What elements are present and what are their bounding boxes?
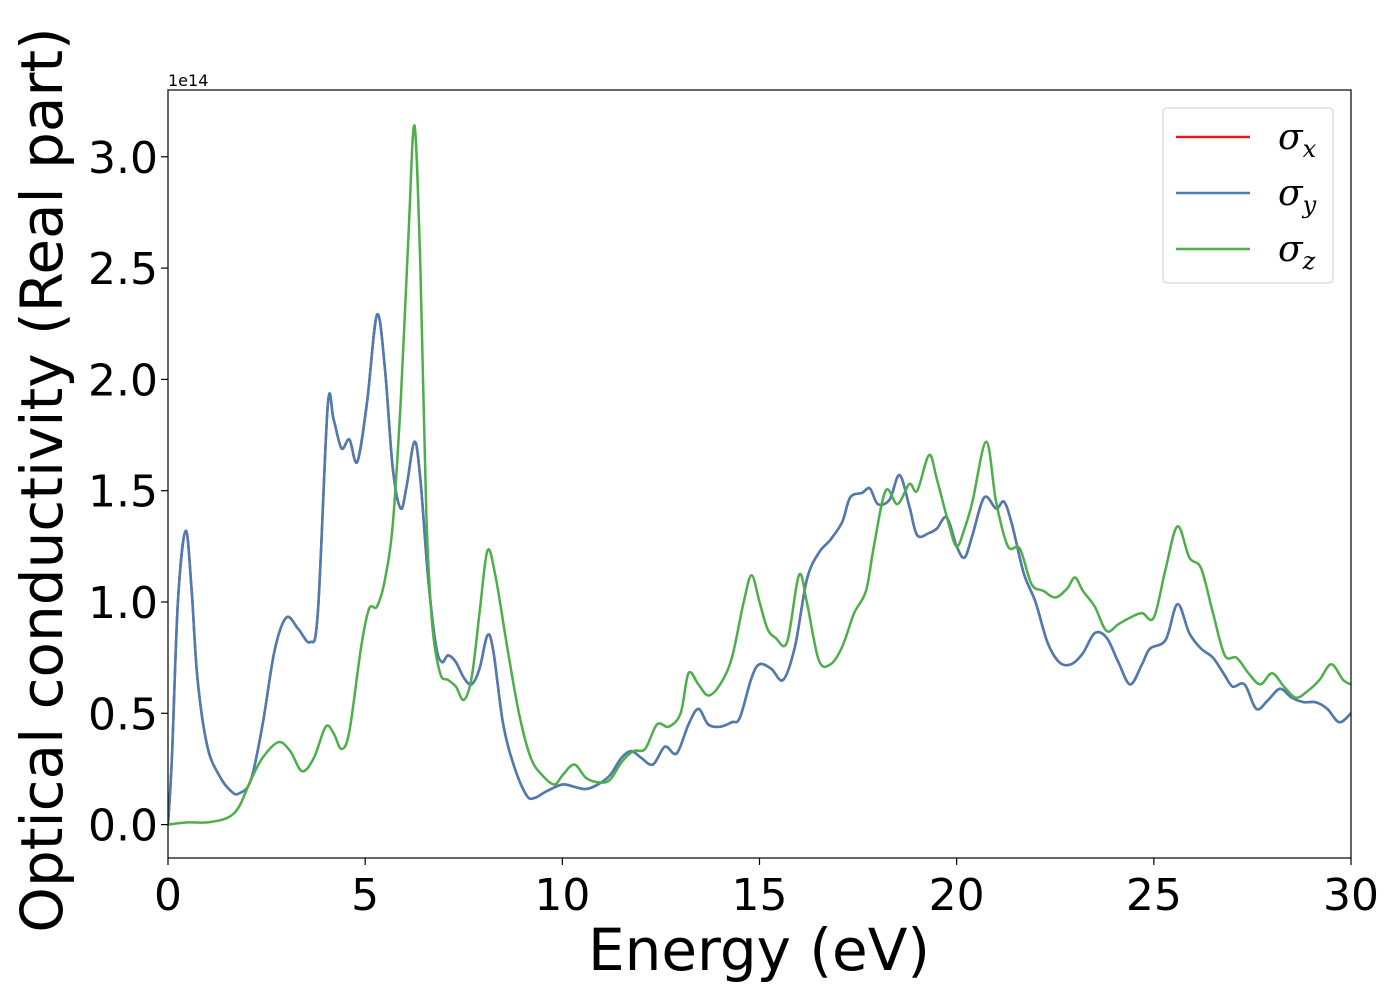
x-tick-label: 20: [929, 870, 985, 921]
x-axis-ticks: 0 5 10 15 20 25 30: [154, 858, 1379, 921]
y-tick-label: 0.0: [88, 801, 158, 852]
series-line-y: [168, 313, 1351, 825]
y-tick-label: 2.0: [88, 355, 158, 406]
y-axis-ticks: 0.0 0.5 1.0 1.5 2.0 2.5 3.0: [88, 133, 168, 852]
y-tick-label: 1.5: [88, 467, 158, 518]
y-tick-label: 2.5: [88, 244, 158, 295]
y-tick-label: 1.0: [88, 578, 158, 629]
x-tick-label: 25: [1126, 870, 1182, 921]
x-tick-label: 0: [154, 870, 182, 921]
x-tick-label: 5: [351, 870, 379, 921]
x-tick-label: 10: [534, 870, 590, 921]
y-tick-label: 0.5: [88, 689, 158, 740]
legend-box: [1162, 107, 1334, 284]
plot-area: [167, 89, 1352, 859]
x-tick-label: 15: [732, 870, 788, 921]
y-tick-label: 3.0: [88, 133, 158, 184]
x-tick-label: 30: [1323, 870, 1379, 921]
y-axis-offset-label: 1e14: [168, 71, 208, 90]
x-axis-title: Energy (eV): [588, 916, 930, 984]
series-line-z: [168, 124, 1351, 826]
y-axis-title: Optical conductivity (Real part): [8, 27, 76, 932]
